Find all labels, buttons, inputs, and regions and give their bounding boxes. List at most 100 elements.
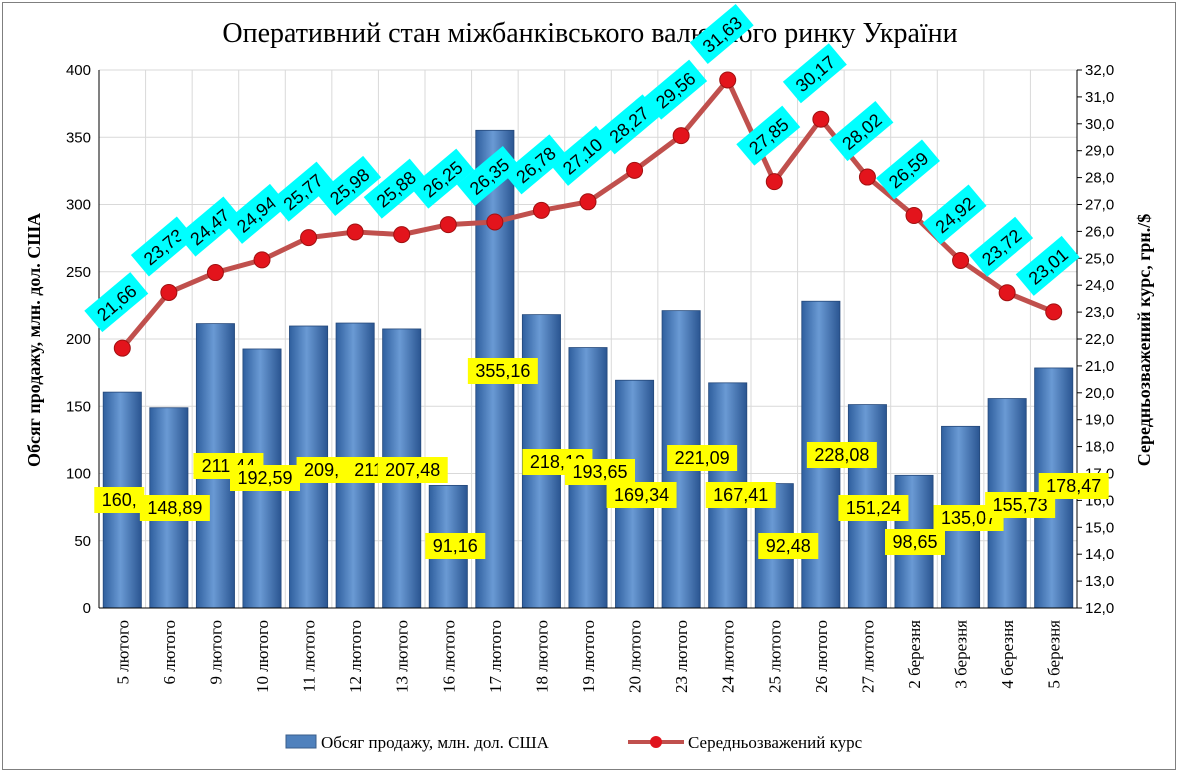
bar-label: 221,09 (675, 448, 730, 468)
x-tick-label: 11 лютого (300, 620, 319, 692)
bar-label-bg (1038, 473, 1109, 499)
y2-tick-label: 32,0 (1085, 62, 1114, 79)
rate-marker (300, 229, 318, 247)
y2-tick-label: 21,0 (1085, 358, 1114, 375)
rate-label-bg (503, 134, 568, 195)
x-tick-label: 16 лютого (439, 620, 458, 693)
bar-label: 193,65 (572, 462, 627, 482)
x-tick-label: 19 лютого (579, 620, 598, 693)
bar-label-bg (838, 495, 909, 521)
rate-marker (905, 207, 923, 225)
bar-label-bg (296, 457, 347, 483)
legend-line-label: Середньозважений курс (688, 733, 863, 752)
rate-label-group: 30,17 (782, 43, 847, 104)
rate-marker (579, 193, 597, 211)
rate-marker (858, 168, 876, 186)
y2-tick-label: 29,0 (1085, 143, 1114, 160)
bar-label-bg (230, 465, 300, 491)
rate-marker (812, 110, 830, 128)
bar-label: 160, (102, 490, 137, 510)
x-tick-label: 25 лютого (765, 620, 784, 693)
y-axis-title: Обсяг продажу, млн. дол. США (24, 213, 44, 467)
rate-label-bg (224, 183, 288, 244)
legend-bar-swatch (285, 734, 317, 749)
y2-tick-label: 28,0 (1085, 170, 1114, 187)
rate-marker (160, 283, 178, 301)
bar-label: 155,73 (993, 495, 1048, 515)
y2-tick-label: 24,0 (1085, 277, 1114, 294)
bar-label: 207,48 (385, 460, 440, 480)
rate-label-bg (456, 145, 521, 206)
y2-axis-title: Середньозважений курс, грн./$ (1134, 214, 1154, 467)
rate-label-bg (84, 272, 149, 333)
rate-marker (393, 226, 411, 244)
y2-tick-label: 18,0 (1085, 439, 1114, 456)
bar-label-bg (139, 495, 210, 521)
x-tick-label: 23 лютого (672, 620, 691, 693)
legend: Обсяг продажу, млн. дол. США Середньозва… (285, 733, 863, 752)
rate-label-bg (736, 105, 801, 166)
x-tick-label: 10 лютого (253, 620, 272, 693)
rate-label-bg (130, 216, 195, 277)
x-tick-label: 12 лютого (346, 620, 365, 693)
x-tick-label: 4 березня (998, 620, 1017, 689)
bar-label: 169,34 (614, 485, 669, 505)
bar-label: 228,08 (814, 445, 869, 465)
y2-tick-label: 13,0 (1085, 573, 1114, 590)
chart-title: Оперативний стан міжбанківського валютно… (222, 18, 957, 49)
bar-label-bg (94, 487, 145, 513)
y2-tick-label: 27,0 (1085, 197, 1114, 214)
bar-label-bg (667, 445, 738, 471)
y2-tick-label: 25,0 (1085, 250, 1114, 267)
bar-label-bg (758, 533, 819, 559)
bar-label-bg (806, 442, 877, 468)
rate-label-bg (550, 125, 614, 186)
x-tick-label: 17 лютого (486, 620, 505, 693)
y2-tick-label: 30,0 (1085, 116, 1114, 133)
rate-label-bg (596, 94, 661, 155)
rate-marker (532, 201, 550, 219)
bar-label-bg (467, 358, 538, 384)
y2-tick-label: 19,0 (1085, 412, 1114, 429)
bar-label: 91,16 (433, 536, 478, 556)
legend-line-marker (650, 736, 662, 748)
y2-tick-label: 12,0 (1085, 600, 1114, 617)
rate-label-bg (317, 155, 382, 216)
y2-tick-label: 20,0 (1085, 385, 1114, 402)
rate-marker (952, 251, 970, 269)
y-tick-label: 250 (66, 264, 91, 281)
rate-marker (765, 173, 783, 191)
rate-label-bg (922, 184, 987, 245)
rate-label-bg (876, 139, 940, 200)
bar-label-bg (425, 533, 486, 559)
rate-marker (113, 339, 131, 357)
rate-marker (346, 223, 364, 241)
x-tick-label: 27 лютого (858, 620, 877, 693)
x-tick-label: 3 березня (952, 620, 971, 689)
rate-marker (626, 161, 644, 179)
rate-marker (253, 251, 271, 269)
y-tick-label: 0 (83, 600, 91, 617)
y2-tick-label: 23,0 (1085, 304, 1114, 321)
bar-label-bg (885, 529, 945, 555)
x-tick-label: 26 лютого (812, 620, 831, 693)
x-tick-label: 18 лютого (532, 620, 551, 693)
bar-label-bg (377, 457, 448, 483)
x-tick-label: 20 лютого (626, 620, 645, 693)
x-tick-label: 5 лютого (113, 620, 132, 684)
bar-label: 192,59 (237, 468, 292, 488)
rate-label-bg (177, 196, 242, 257)
rate-label-bg (829, 101, 894, 162)
rate-label-bg (689, 3, 754, 64)
bar-label: 135,07 (941, 508, 996, 528)
x-tick-label: 5 березня (1045, 620, 1064, 689)
rate-marker (672, 127, 690, 145)
rate-marker (998, 284, 1016, 302)
bar-label: 151,24 (846, 498, 901, 518)
y-tick-label: 400 (66, 62, 91, 79)
x-tick-label: 9 лютого (206, 620, 225, 684)
legend-bar-label: Обсяг продажу, млн. дол. США (321, 733, 550, 752)
bar-label: 98,65 (892, 532, 937, 552)
y2-tick-label: 31,0 (1085, 89, 1114, 106)
rate-marker (719, 71, 737, 89)
